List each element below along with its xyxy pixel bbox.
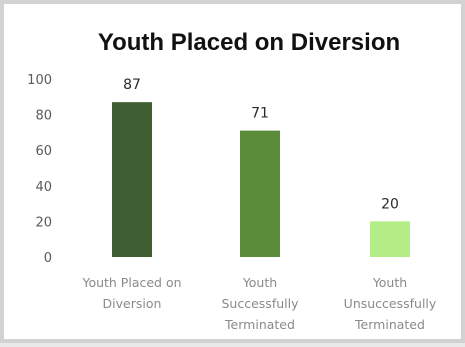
x-tick-label-line: Terminated: [354, 317, 425, 332]
data-label: 71: [251, 106, 269, 122]
bar-series: [112, 102, 410, 257]
x-tick-label-line: Terminated: [224, 317, 295, 332]
y-tick-label: 20: [35, 215, 52, 230]
y-axis-ticks: 100 80 60 40 20 0: [27, 73, 52, 266]
data-labels: 87 71 20: [123, 77, 399, 212]
data-label: 20: [381, 196, 399, 212]
x-tick-label-line: Youth: [242, 275, 277, 290]
data-label: 87: [123, 77, 141, 93]
x-tick-label-line: Youth Placed on: [81, 275, 181, 290]
x-tick-label-line: Unsuccessfully: [344, 296, 437, 311]
y-tick-label: 100: [27, 73, 52, 88]
y-tick-label: 80: [35, 109, 52, 124]
bar: [240, 130, 280, 257]
chart-title: Youth Placed on Diversion: [98, 29, 400, 56]
x-tick-label: Youth Placed on Diversion: [81, 275, 181, 311]
x-axis-ticks: Youth Placed on Diversion Youth Successfull…: [81, 275, 436, 332]
y-tick-label: 0: [44, 251, 52, 266]
bar: [112, 102, 152, 257]
bar-chart: Youth Placed on Diversion 100 80 60 40 20 0 8…: [27, 29, 437, 332]
x-tick-label: Youth Unsuccessfully Terminated: [344, 275, 437, 332]
y-tick-label: 60: [35, 144, 52, 159]
bar: [370, 221, 410, 257]
y-tick-label: 40: [35, 180, 52, 195]
x-tick-label-line: Youth: [372, 275, 407, 290]
x-tick-label: Youth Successfully Terminated: [222, 275, 300, 332]
x-tick-label-line: Successfully: [222, 296, 300, 311]
x-tick-label-line: Diversion: [103, 296, 162, 311]
